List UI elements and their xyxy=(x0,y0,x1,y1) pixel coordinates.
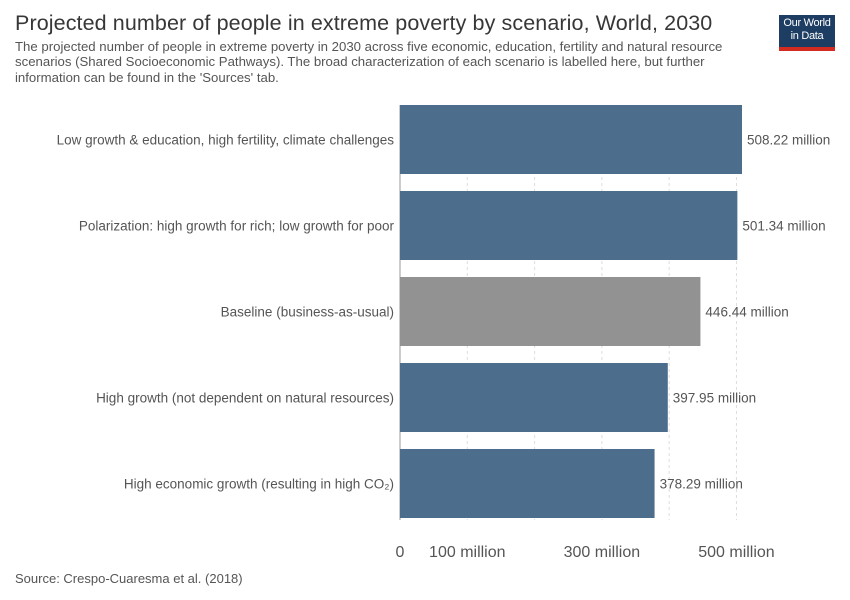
category-label: Baseline (business-as-usual) xyxy=(221,305,394,320)
x-tick-label: 300 million xyxy=(564,544,640,561)
x-tick-label: 100 million xyxy=(429,544,505,561)
category-label: Polarization: high growth for rich; low … xyxy=(79,219,395,234)
x-tick-label: 0 xyxy=(396,544,405,561)
value-label: 446.44 million xyxy=(705,305,788,320)
owid-logo[interactable]: Our World in Data xyxy=(779,15,835,50)
value-label: 508.22 million xyxy=(747,133,830,148)
logo-accent-bar xyxy=(779,47,835,51)
labels: Low growth & education, high fertility, … xyxy=(57,133,831,492)
bar-3[interactable] xyxy=(400,363,668,432)
bar-1[interactable] xyxy=(400,191,738,260)
x-axis-ticks: 0 100 million 300 million 500 million xyxy=(396,544,775,561)
bars xyxy=(400,105,742,518)
chart-subtitle: The projected number of people in extrem… xyxy=(15,39,723,85)
category-label: High growth (not dependent on natural re… xyxy=(96,391,394,406)
logo-line-2: in Data xyxy=(790,29,824,42)
bar-2[interactable] xyxy=(400,277,701,346)
x-tick-label: 500 million xyxy=(698,544,774,561)
bar-4[interactable] xyxy=(400,449,655,518)
value-label: 397.95 million xyxy=(673,391,756,406)
category-label: High economic growth (resulting in high … xyxy=(124,477,394,492)
source-note[interactable]: Source: Crespo-Cuaresma et al. (2018) xyxy=(15,571,243,586)
chart-title: Projected number of people in extreme po… xyxy=(15,11,713,35)
logo-line-1: Our World xyxy=(783,17,831,29)
bar-0[interactable] xyxy=(400,105,742,174)
value-label: 501.34 million xyxy=(742,219,825,234)
category-label: Low growth & education, high fertility, … xyxy=(57,133,395,148)
value-label: 378.29 million xyxy=(660,477,743,492)
